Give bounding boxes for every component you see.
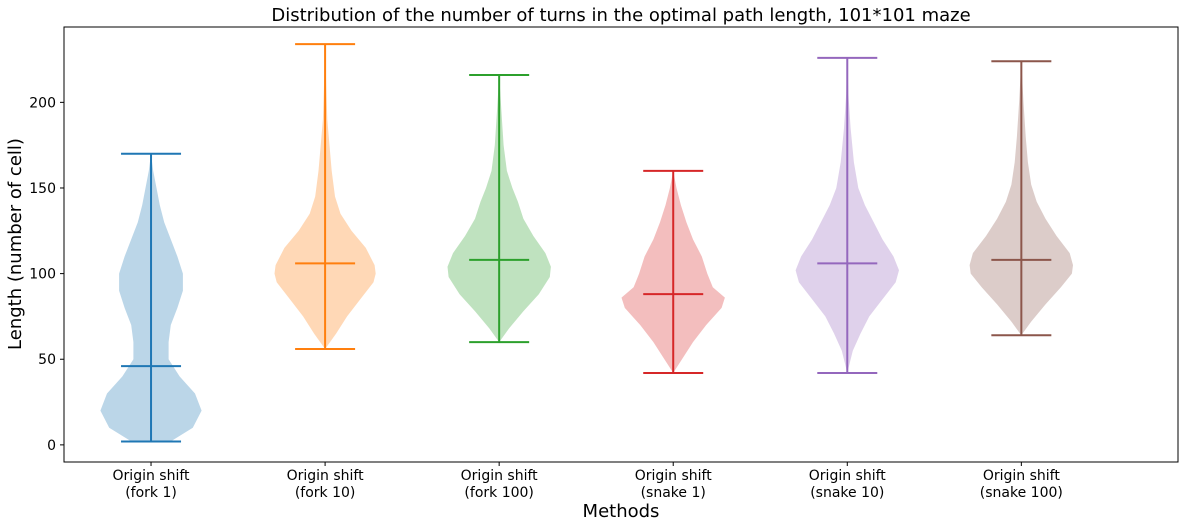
y-tick-label: 200 — [29, 95, 56, 111]
x-tick-label: (snake 1) — [641, 485, 706, 501]
x-tick-label: Origin shift — [461, 468, 539, 484]
violin-group — [447, 73, 551, 344]
x-tick-label: (snake 10) — [810, 485, 884, 501]
x-tick-label: Origin shift — [983, 468, 1061, 484]
x-tick-label: Origin shift — [635, 468, 713, 484]
violin-group — [100, 152, 202, 443]
x-tick-label: (fork 1) — [125, 485, 177, 501]
plot-frame — [63, 26, 1179, 463]
chart-title: Distribution of the number of turns in t… — [271, 5, 970, 26]
x-tick-label: (fork 100) — [464, 485, 533, 501]
x-tick-label: (fork 10) — [295, 485, 356, 501]
y-tick-label: 0 — [47, 438, 56, 454]
y-tick-label: 150 — [29, 181, 56, 197]
y-axis-label: Length (number of cell) — [5, 138, 26, 350]
y-tick-label: 50 — [38, 352, 56, 368]
x-tick-label: (snake 100) — [980, 485, 1063, 501]
y-tick-label: 100 — [29, 267, 56, 283]
x-axis: Origin shift(fork 1)Origin shift(fork 10… — [113, 462, 1063, 501]
x-axis-label: Methods — [583, 501, 660, 522]
x-tick-label: Origin shift — [287, 468, 365, 484]
violin-group — [621, 169, 725, 374]
x-tick-label: Origin shift — [809, 468, 887, 484]
violin-group — [274, 43, 376, 350]
violin-group — [795, 56, 899, 374]
plot-area — [100, 43, 1073, 443]
x-tick-label: Origin shift — [113, 468, 191, 484]
y-axis: 0 50 100 150 200 — [29, 95, 64, 454]
violin-group — [969, 60, 1073, 337]
